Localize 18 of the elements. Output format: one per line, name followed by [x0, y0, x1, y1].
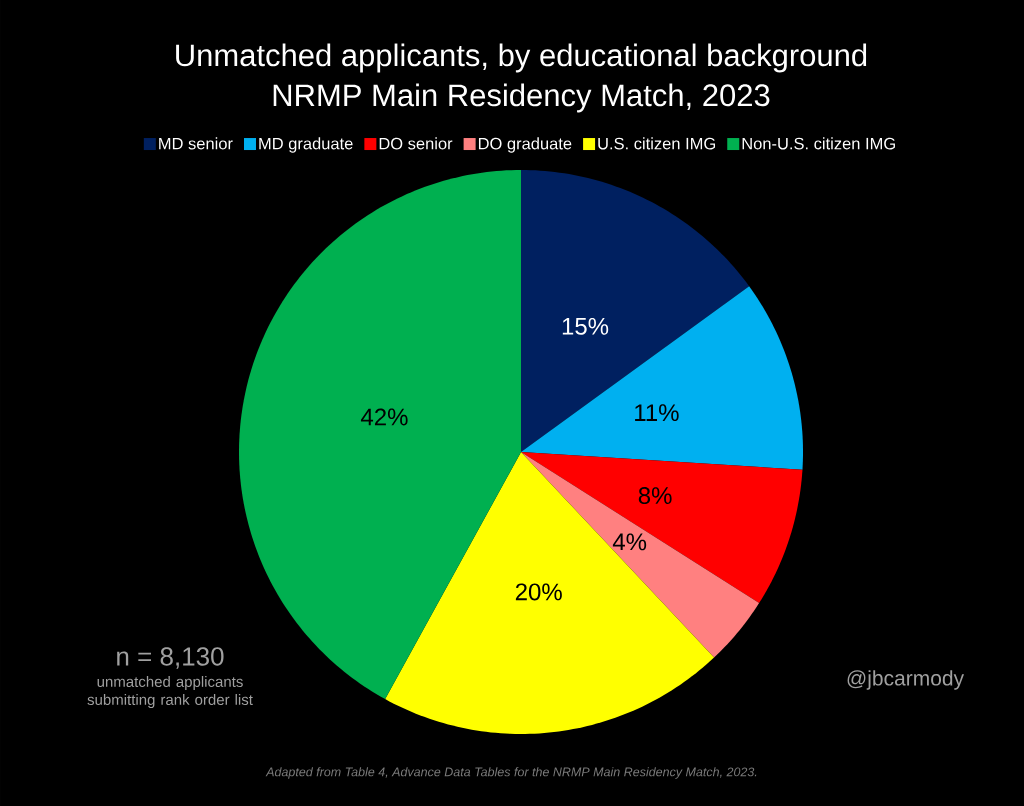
text: @jbcarmody: [847, 670, 965, 690]
data-label: 42%: [360, 408, 408, 426]
data-label: 15%: [562, 317, 609, 335]
legend-label: MD graduate: [259, 137, 353, 153]
chart-title: Unmatched applicants, by educational background: [176, 43, 867, 73]
legend-label: U.S. citizen IMG: [598, 137, 716, 150]
chart-subtitle: NRMP Main Residency Match, 2023: [273, 83, 770, 113]
legend-label: Non-U.S. citizen IMG: [742, 137, 895, 150]
data-label: 20%: [515, 583, 562, 601]
legend-label: MD senior: [159, 137, 233, 150]
text: n = 8,130: [117, 647, 224, 669]
data-label: 8%: [638, 487, 672, 505]
legend-label: DO graduate: [478, 137, 572, 153]
data-label: 11%: [635, 404, 679, 422]
data-label: 4%: [612, 533, 647, 551]
legend-label: DO senior: [379, 137, 453, 150]
text: unmatched applicants submitting rank order list: [87, 675, 253, 708]
text: Adapted from Table 4, Advance Data Tables for the NRMP Main Residency Match, 2023.: [265, 767, 757, 779]
